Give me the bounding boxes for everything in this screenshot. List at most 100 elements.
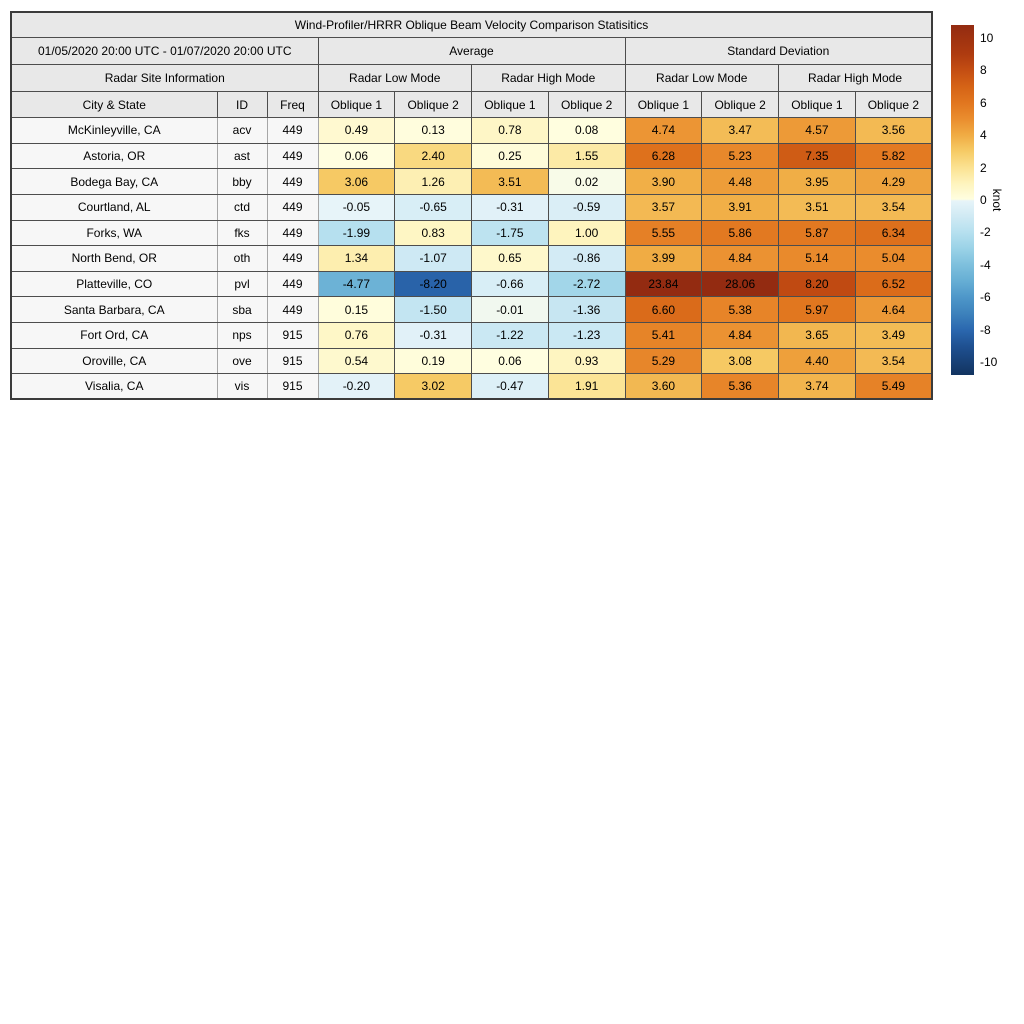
average-group-header: Average bbox=[317, 37, 626, 65]
colorbar-tick-label: -10 bbox=[980, 355, 998, 370]
city-state-cell: Platteville, CO bbox=[11, 270, 218, 298]
site-id-cell: ctd bbox=[216, 193, 268, 221]
value-cell: -0.59 bbox=[547, 193, 626, 221]
colorbar-tick-label: 4 bbox=[980, 128, 987, 143]
value-cell: 4.74 bbox=[624, 117, 703, 144]
freq-cell: 449 bbox=[266, 270, 319, 298]
table-row: North Bend, OR oth 449 1.34 -1.07 0.65 -0.86 3.… bbox=[11, 245, 933, 272]
city-state-cell: Fort Ord, CA bbox=[11, 322, 218, 349]
value-cell: 1.55 bbox=[547, 142, 626, 170]
table-row: Bodega Bay, CA bby 449 3.06 1.26 3.51 0.02 3.90… bbox=[11, 168, 933, 195]
value-cell: 6.34 bbox=[854, 219, 933, 247]
freq-cell: 449 bbox=[266, 219, 319, 247]
value-cell: -0.01 bbox=[471, 296, 549, 323]
value-cell: 0.54 bbox=[317, 347, 396, 375]
freq-header: Freq bbox=[266, 91, 319, 118]
table-row: Astoria, OR ast 449 0.06 2.40 0.25 1.55 6.28 5.2… bbox=[11, 142, 933, 170]
value-cell: 0.15 bbox=[317, 296, 396, 323]
freq-cell: 449 bbox=[266, 117, 319, 144]
site-id-cell: fks bbox=[216, 219, 268, 247]
colorbar bbox=[951, 25, 974, 375]
value-cell: 4.84 bbox=[701, 245, 779, 272]
colorbar-tick-label: -8 bbox=[980, 322, 991, 337]
value-cell: 4.64 bbox=[854, 296, 933, 323]
city-state-cell: Santa Barbara, CA bbox=[11, 296, 218, 323]
value-cell: -1.99 bbox=[317, 219, 396, 247]
site-id-cell: ast bbox=[216, 142, 268, 170]
value-cell: 5.23 bbox=[701, 142, 779, 170]
freq-cell: 449 bbox=[266, 193, 319, 221]
value-cell: -1.23 bbox=[547, 322, 626, 349]
value-cell: -1.22 bbox=[471, 322, 549, 349]
table-row: Fort Ord, CA nps 915 0.76 -0.31 -1.22 -1.23 5.4… bbox=[11, 322, 933, 349]
colorbar-tick-label: -2 bbox=[980, 225, 991, 240]
value-cell: 0.19 bbox=[394, 347, 472, 375]
value-cell: 4.84 bbox=[701, 322, 779, 349]
value-cell: 3.49 bbox=[854, 322, 933, 349]
table-row: Courtland, AL ctd 449 -0.05 -0.65 -0.31 -0.59 3… bbox=[11, 193, 933, 221]
value-cell: 3.60 bbox=[624, 373, 703, 400]
value-cell: 28.06 bbox=[701, 270, 779, 298]
column-header-row: City & State ID Freq Oblique 1 Oblique 2… bbox=[10, 91, 933, 118]
value-cell: -4.77 bbox=[317, 270, 396, 298]
city-state-cell: McKinleyville, CA bbox=[11, 117, 218, 144]
table-row: Forks, WA fks 449 -1.99 0.83 -1.75 1.00 5.55 5.8… bbox=[11, 219, 933, 247]
value-cell: -2.72 bbox=[547, 270, 626, 298]
value-cell: 5.14 bbox=[778, 245, 856, 272]
value-cell: 3.08 bbox=[701, 347, 779, 375]
value-cell: 0.13 bbox=[394, 117, 472, 144]
colorbar-tick-label: -6 bbox=[980, 290, 991, 305]
value-cell: 0.49 bbox=[317, 117, 396, 144]
value-cell: 0.76 bbox=[317, 322, 396, 349]
site-id-cell: oth bbox=[216, 245, 268, 272]
id-header: ID bbox=[216, 91, 268, 118]
value-cell: 6.52 bbox=[854, 270, 933, 298]
value-cell: 4.40 bbox=[778, 347, 856, 375]
value-cell: 3.54 bbox=[854, 193, 933, 221]
value-cell: 1.26 bbox=[394, 168, 472, 195]
value-cell: 3.06 bbox=[317, 168, 396, 195]
value-cell: 3.95 bbox=[778, 168, 856, 195]
colorbar-tick-label: 2 bbox=[980, 160, 987, 175]
value-cell: -0.47 bbox=[471, 373, 549, 400]
colorbar-tick-label: 8 bbox=[980, 63, 987, 78]
site-id-cell: sba bbox=[216, 296, 268, 323]
value-cell: 3.90 bbox=[624, 168, 703, 195]
value-cell: 0.06 bbox=[471, 347, 549, 375]
city-state-cell: Oroville, CA bbox=[11, 347, 218, 375]
freq-cell: 449 bbox=[266, 168, 319, 195]
value-cell: -0.05 bbox=[317, 193, 396, 221]
value-cell: 3.02 bbox=[394, 373, 472, 400]
table-title-row: Wind-Profiler/HRRR Oblique Beam Velocity… bbox=[10, 11, 933, 38]
table-body: McKinleyville, CA acv 449 0.49 0.13 0.78 0.08 4… bbox=[11, 117, 933, 400]
value-cell: -0.31 bbox=[471, 193, 549, 221]
value-cell: 0.02 bbox=[547, 168, 626, 195]
oblique2-header: Oblique 2 bbox=[394, 91, 472, 118]
value-cell: 23.84 bbox=[624, 270, 703, 298]
value-cell: 8.20 bbox=[778, 270, 856, 298]
value-cell: 0.08 bbox=[547, 117, 626, 144]
std-low-mode-header: Radar Low Mode bbox=[624, 64, 779, 92]
city-state-cell: Astoria, OR bbox=[11, 142, 218, 170]
value-cell: -0.66 bbox=[471, 270, 549, 298]
value-cell: 0.83 bbox=[394, 219, 472, 247]
value-cell: 3.91 bbox=[701, 193, 779, 221]
value-cell: 5.38 bbox=[701, 296, 779, 323]
value-cell: 5.29 bbox=[624, 347, 703, 375]
city-state-cell: Courtland, AL bbox=[11, 193, 218, 221]
freq-cell: 449 bbox=[266, 142, 319, 170]
value-cell: 5.04 bbox=[854, 245, 933, 272]
value-cell: 0.25 bbox=[471, 142, 549, 170]
colorbar-tick-label: 6 bbox=[980, 95, 987, 110]
city-state-header: City & State bbox=[10, 91, 218, 118]
value-cell: -1.36 bbox=[547, 296, 626, 323]
site-id-cell: bby bbox=[216, 168, 268, 195]
table-row: Visalia, CA vis 915 -0.20 3.02 -0.47 1.91 3.60 5… bbox=[11, 373, 933, 400]
oblique1-header: Oblique 1 bbox=[624, 91, 703, 118]
value-cell: -0.20 bbox=[317, 373, 396, 400]
std-deviation-group-header: Standard Deviation bbox=[624, 37, 933, 65]
date-range-cell: 01/05/2020 20:00 UTC - 01/07/2020 20:00 … bbox=[10, 37, 319, 65]
value-cell: -1.75 bbox=[471, 219, 549, 247]
oblique2-header: Oblique 2 bbox=[701, 91, 779, 118]
